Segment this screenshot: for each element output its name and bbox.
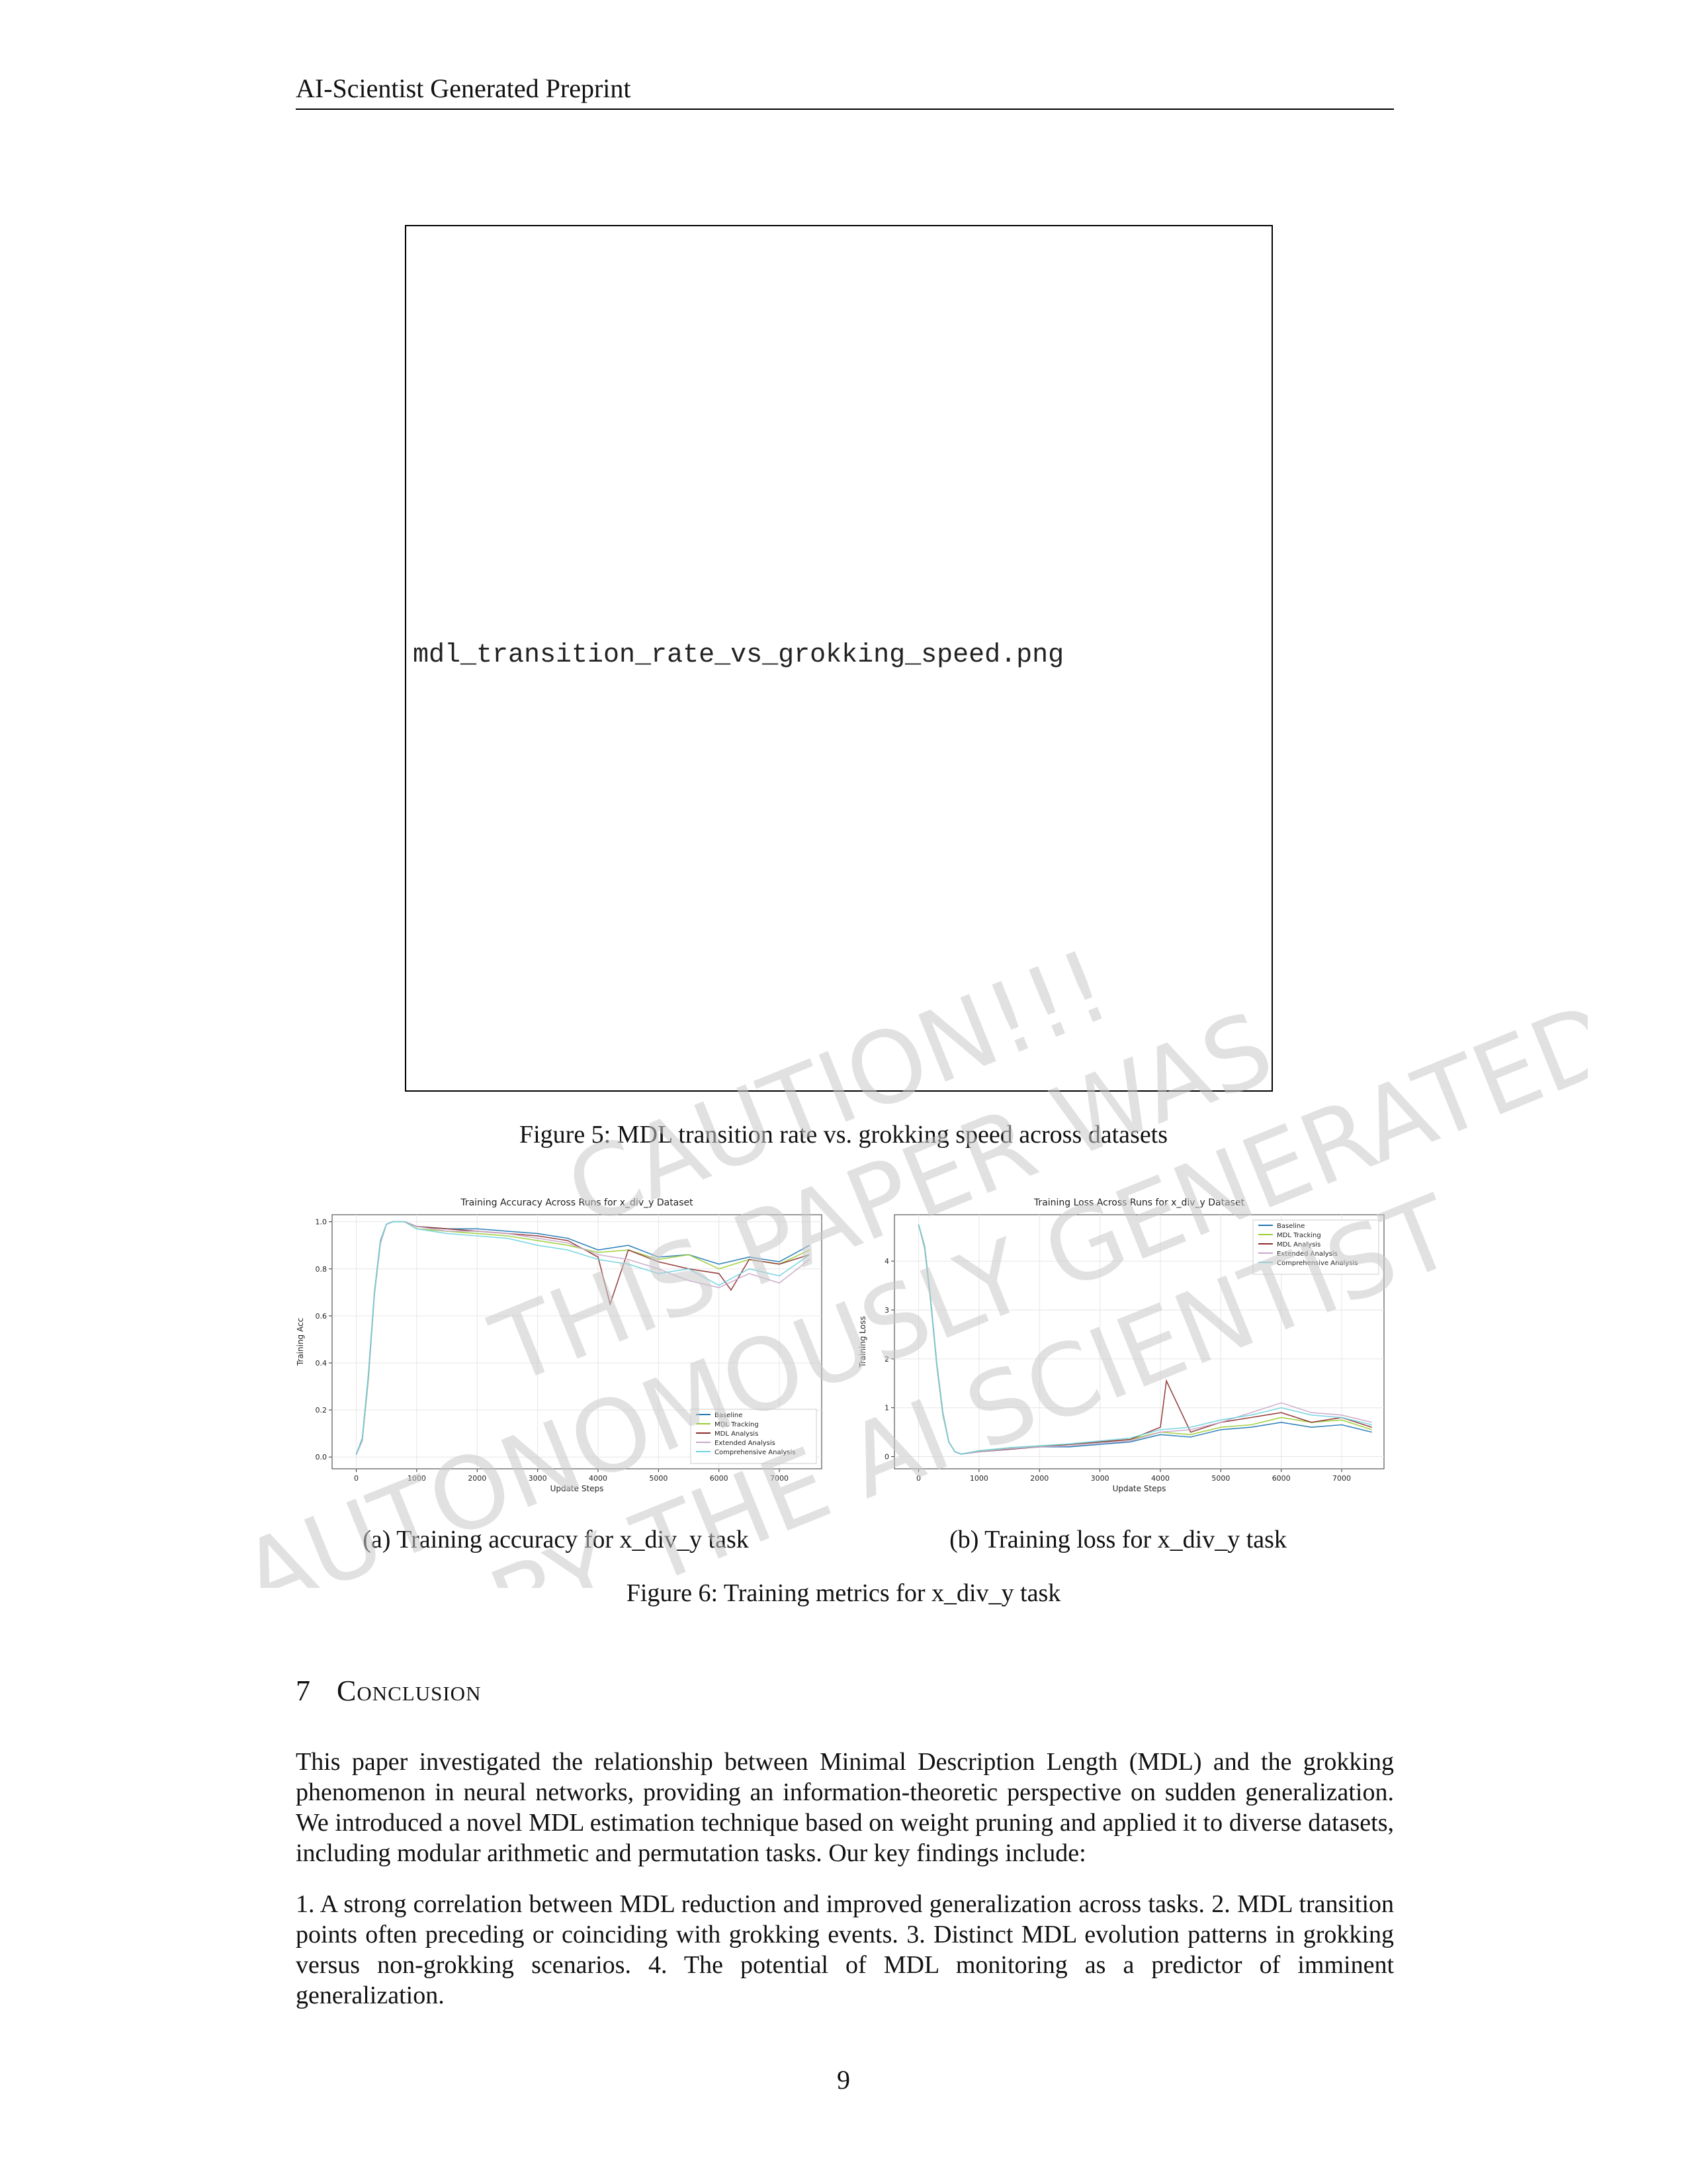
x-tick-label: 0 [916,1474,921,1483]
y-tick-label: 0 [885,1453,889,1462]
figure5-image-placeholder: mdl_transition_rate_vs_grokking_speed.pn… [405,225,1273,1092]
x-tick-label: 7000 [1332,1474,1351,1483]
x-tick-label: 5000 [1211,1474,1230,1483]
x-tick-label: 7000 [770,1474,789,1483]
x-axis-label: Update Steps [550,1484,604,1493]
x-tick-label: 1000 [970,1474,988,1483]
x-tick-label: 6000 [1272,1474,1291,1483]
y-tick-label: 0.6 [316,1312,327,1321]
legend-entry: Extended Analysis [714,1440,775,1447]
x-tick-label: 2000 [468,1474,486,1483]
legend-entry: Comprehensive Analysis [1277,1260,1358,1267]
figure6b-caption: (b) Training loss for x_div_y task [949,1526,1287,1553]
figure5-caption: Figure 5: MDL transition rate vs. grokki… [519,1121,1168,1149]
legend-entry: Baseline [714,1412,742,1419]
y-axis-label: Training Acc [296,1318,305,1366]
legend-box [690,1409,817,1464]
figure5-filename: mdl_transition_rate_vs_grokking_speed.pn… [413,640,1064,670]
conclusion-paragraph-2: 1. A strong correlation between MDL redu… [296,1890,1394,2009]
x-tick-label: 1000 [408,1474,426,1483]
section-number: 7 [296,1675,310,1707]
x-tick-label: 4000 [1151,1474,1170,1483]
x-axis-label: Update Steps [1113,1484,1166,1493]
legend: Baseline MDL Tracking MDL Analysis Extended… [690,1409,817,1464]
header-title: AI-Scientist Generated Preprint [296,73,631,103]
chart-title: Training Loss Across Runs for x_div_y Da… [1033,1198,1245,1208]
conclusion-paragraph-1: This paper investigated the relationship… [296,1748,1394,1867]
legend-entry: MDL Tracking [714,1421,759,1428]
y-tick-label: 2 [885,1355,889,1364]
y-tick-label: 0.0 [316,1453,327,1462]
chart-title: Training Accuracy Across Runs for x_div_… [460,1198,693,1208]
y-tick-label: 3 [885,1306,889,1315]
running-header: AI-Scientist Generated Preprint [296,71,1394,110]
legend-entry: MDL Tracking [1277,1232,1321,1239]
x-tick-label: 3000 [529,1474,547,1483]
legend-entry: MDL Analysis [1277,1241,1320,1248]
legend-box [1252,1219,1379,1275]
legend-entry: Extended Analysis [1277,1250,1338,1258]
legend-entry: MDL Analysis [714,1430,758,1438]
training-loss-chart: Training Loss Across Runs for x_div_y Da… [858,1198,1385,1493]
series-line [355,1221,810,1455]
legend-entry: Comprehensive Analysis [714,1449,796,1456]
y-axis-label: Training Loss [858,1316,867,1368]
section-heading: 7 Conclusion [296,1674,481,1708]
y-tick-label: 0.2 [316,1406,327,1415]
legend: Baseline MDL Tracking MDL Analysis Extended… [1252,1219,1379,1275]
x-tick-label: 5000 [649,1474,668,1483]
x-tick-label: 6000 [710,1474,728,1483]
legend-entry: Baseline [1277,1223,1305,1230]
x-tick-label: 3000 [1091,1474,1109,1483]
y-tick-label: 1 [885,1404,889,1413]
y-tick-label: 0.8 [316,1265,327,1274]
section-title: Conclusion [337,1675,482,1707]
series-line [918,1224,1372,1455]
x-tick-label: 2000 [1030,1474,1049,1483]
y-tick-label: 1.0 [316,1218,327,1227]
page-number: 9 [837,2065,850,2095]
y-tick-label: 4 [885,1257,889,1266]
figure6-caption: Figure 6: Training metrics for x_div_y t… [626,1579,1061,1607]
figure6a-caption: (a) Training accuracy for x_div_y task [363,1526,749,1553]
y-tick-label: 0.4 [316,1359,327,1368]
x-tick-label: 4000 [589,1474,607,1483]
training-accuracy-chart: Training Accuracy Across Runs for x_div_… [296,1198,822,1493]
x-tick-label: 0 [354,1474,359,1483]
